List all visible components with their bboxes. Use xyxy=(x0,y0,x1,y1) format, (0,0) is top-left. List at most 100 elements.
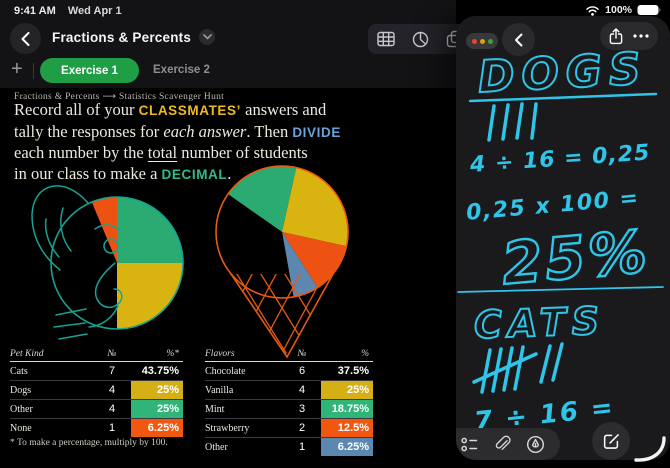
emphasis-each-answer: each answer xyxy=(163,121,247,141)
note-back-button[interactable] xyxy=(502,23,535,56)
note-heading-cats: CATS xyxy=(473,299,605,348)
row-count: 4 xyxy=(298,384,306,396)
instruction-line: Record all of your CLASSMATES’ answers a… xyxy=(14,100,464,122)
table-row: Other 1 6.25% xyxy=(205,438,373,456)
pie-charts-canvas xyxy=(31,165,349,359)
document-title-dropdown[interactable]: Fractions & Percents xyxy=(52,29,216,45)
pet-kind-table: Pet Kind № %* Cats 7 43.75% Dogs 4 25% O… xyxy=(10,346,183,437)
column-header: % xyxy=(361,348,369,359)
highlight-decimal: DECIMAL xyxy=(161,166,228,182)
row-label: Chocolate xyxy=(205,365,246,377)
checklist-button[interactable] xyxy=(461,436,478,453)
row-percent: 25% xyxy=(131,400,183,418)
pie-slice-strawberry xyxy=(282,232,347,288)
ink-divider-line xyxy=(457,286,664,293)
text-segment: in our class to make a xyxy=(14,163,162,183)
breadcrumb-arrow-icon: ⟶ xyxy=(102,91,117,102)
status-time: 9:41 AM xyxy=(14,5,56,17)
window-controls-button[interactable] xyxy=(466,33,498,49)
note-result-25: 25% xyxy=(499,217,652,298)
row-count: 4 xyxy=(108,384,116,396)
table-row: Vanilla 4 25% xyxy=(205,381,373,400)
dog-doodle xyxy=(31,185,123,340)
tally-marks-cats xyxy=(472,342,564,394)
share-button[interactable] xyxy=(609,27,623,45)
text-segment: . Then xyxy=(246,121,293,141)
pie-slice-none xyxy=(91,196,117,263)
table-footnote: * To make a percentage, multiply by 100. xyxy=(10,438,168,448)
row-count: 4 xyxy=(108,403,116,415)
breadcrumb-parent: Fractions & Percents xyxy=(14,92,100,102)
pie-slice-vanilla xyxy=(282,167,348,247)
markup-pen-icon xyxy=(526,435,545,453)
add-tab-button[interactable]: + xyxy=(11,58,23,80)
row-label: Dogs xyxy=(10,384,32,396)
compose-icon xyxy=(603,433,619,449)
note-toolbar-pill xyxy=(456,428,560,460)
table-icon xyxy=(376,31,395,47)
row-percent: 25% xyxy=(321,381,373,399)
row-percent: 6.25% xyxy=(321,438,373,456)
breadcrumb: Fractions & Percents ⟶ Statistics Scaven… xyxy=(14,91,224,102)
table-tool-button[interactable] xyxy=(376,31,395,47)
table-header-row: Pet Kind № %* xyxy=(10,346,183,362)
row-label: None xyxy=(10,422,32,434)
row-count: 1 xyxy=(108,422,116,434)
flavors-table: Flavors № % Chocolate 6 37.5% Vanilla 4 … xyxy=(205,346,373,456)
instruction-line: tally the responses for each answer. The… xyxy=(14,122,464,144)
more-options-button[interactable] xyxy=(633,34,649,38)
document-title: Fractions & Percents xyxy=(52,29,192,45)
pie-slice-cats xyxy=(50,202,117,330)
flavor-pie-outline xyxy=(215,165,349,299)
chevron-left-icon xyxy=(514,33,522,46)
ellipsis-icon xyxy=(633,34,649,38)
quick-note-panel: DOGS 4 ÷ 16 = 0,25 0,25 x 100 = 25% CATS… xyxy=(456,16,670,460)
table-row: Dogs 4 25% xyxy=(10,381,183,400)
chart-tool-button[interactable] xyxy=(412,31,429,48)
pie-slice-mint xyxy=(227,166,297,232)
row-count: 3 xyxy=(298,403,306,415)
pet-pie-chart xyxy=(50,196,183,330)
compose-note-button[interactable] xyxy=(592,422,630,460)
note-heading-dogs: DOGS xyxy=(477,43,649,103)
status-date: Wed Apr 1 xyxy=(67,5,122,17)
note-actions-pill xyxy=(600,22,658,50)
pie-chart-icon xyxy=(412,31,428,47)
row-percent: 18.75% xyxy=(321,400,373,418)
text-segment: . xyxy=(227,163,232,183)
back-button[interactable] xyxy=(10,23,41,54)
row-label: Other xyxy=(10,403,33,415)
share-icon xyxy=(610,27,623,44)
attachment-button[interactable] xyxy=(493,435,511,453)
table-row: None 1 6.25% xyxy=(10,419,183,437)
wifi-icon xyxy=(586,5,599,16)
row-percent: 12.5% xyxy=(321,419,373,437)
row-count: 6 xyxy=(298,365,306,377)
tab-exercise-2[interactable]: Exercise 2 xyxy=(153,64,210,76)
battery-percent-label: 100% xyxy=(605,4,632,16)
column-header: Pet Kind xyxy=(10,348,44,359)
column-header: № xyxy=(107,348,117,359)
row-percent: 6.25% xyxy=(131,419,183,437)
tab-exercise-1[interactable]: Exercise 1 xyxy=(40,58,139,83)
markup-button[interactable] xyxy=(526,435,545,454)
row-label: Mint xyxy=(205,403,225,415)
pie-slice-other xyxy=(117,197,183,263)
window-dot-green xyxy=(487,38,493,44)
table-row: Other 4 25% xyxy=(10,400,183,419)
pet-pie-outline xyxy=(50,196,184,330)
status-bar-right: 100% xyxy=(585,4,662,16)
column-header: № xyxy=(297,348,307,359)
chevron-down-icon[interactable] xyxy=(199,29,216,45)
handwriting-canvas[interactable]: DOGS 4 ÷ 16 = 0,25 0,25 x 100 = 25% CATS… xyxy=(456,16,670,460)
instruction-line: each number by the total number of stude… xyxy=(14,143,464,164)
table-row: Chocolate 6 37.5% xyxy=(205,362,373,381)
ink-underline xyxy=(468,92,658,103)
text-segment: answers and xyxy=(241,100,327,119)
row-label: Strawberry xyxy=(205,422,250,434)
white-ink-stroke xyxy=(634,436,666,462)
flavor-pie-chart xyxy=(215,166,348,299)
underline-total: total xyxy=(147,143,178,162)
pie-slice-dogs xyxy=(117,263,183,329)
